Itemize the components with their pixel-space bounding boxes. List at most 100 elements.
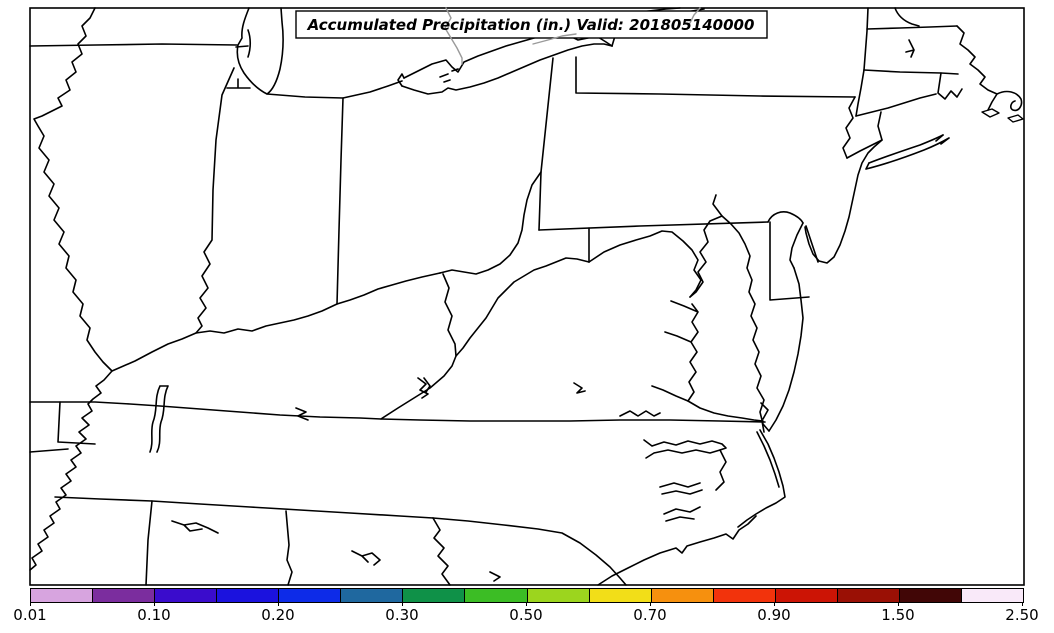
va-wv-ky-border <box>380 257 590 420</box>
chesapeake-west-shore-south <box>651 300 699 402</box>
colorbar-segment <box>651 589 714 602</box>
potomac-river <box>588 230 702 298</box>
colorbar-segment <box>713 589 776 602</box>
colorbar-tick-label: 0.20 <box>261 606 295 624</box>
carolina-coast <box>597 515 757 586</box>
chesapeake-west-shore-north <box>689 194 723 298</box>
ma-coast-cape-cod <box>956 25 1023 112</box>
colorbar-tick-label: 0.70 <box>633 606 667 624</box>
long-island-north <box>868 134 944 164</box>
albemarle-sound <box>643 439 727 459</box>
state-borders <box>29 7 1024 586</box>
nj-delaware-river <box>842 96 856 159</box>
colorbar-segment <box>217 589 280 602</box>
colorbar-ticks <box>30 602 1023 606</box>
ohio-river <box>111 272 441 372</box>
al-ga-border <box>285 510 293 586</box>
colorbar-tick <box>402 602 403 606</box>
title-box <box>295 10 768 39</box>
colorbar-tick-label: 0.50 <box>509 606 543 624</box>
tn-south-border <box>54 496 434 519</box>
delaware-borders <box>769 221 810 301</box>
colorbar-segment <box>93 589 156 602</box>
colorbar-segment <box>155 589 218 602</box>
ny-pa-border <box>575 56 856 98</box>
colorbar-tick <box>278 602 279 606</box>
lake-michigan-marks <box>226 29 252 89</box>
lake-erie-south-shore <box>401 43 613 95</box>
lake-michigan-shore <box>236 7 284 95</box>
delmarva-atlantic-coast <box>768 267 804 432</box>
erie-north-gray <box>532 33 577 45</box>
pamlico-neuse-rivers <box>659 482 703 522</box>
lake-detail-lines <box>444 7 701 65</box>
savannah-river <box>432 517 451 586</box>
colorbar-tick-label: 1.50 <box>881 606 915 624</box>
kerr-lake <box>619 410 661 417</box>
colorbar-segment <box>589 589 652 602</box>
mo-bootheel <box>29 401 96 453</box>
delaware-bay <box>789 222 819 269</box>
colorbar-segment <box>31 589 94 602</box>
colorbar-segment <box>899 589 962 602</box>
tennessee-river <box>149 385 309 453</box>
colorbar-tick <box>30 602 31 606</box>
colorbar-segment <box>465 589 528 602</box>
colorbar-segment <box>775 589 838 602</box>
nc-sc-border <box>432 517 627 586</box>
colorbar-tick-label: 0.10 <box>137 606 171 624</box>
va-coast <box>687 400 769 422</box>
vt-nh-border <box>894 7 920 27</box>
colorbar-tick <box>774 602 775 606</box>
lake-erie-details <box>397 33 589 87</box>
delaware-arc <box>767 211 804 224</box>
inland-lakes <box>171 377 586 582</box>
mi-in-oh-border <box>266 80 403 99</box>
ct-ny-border <box>855 69 865 117</box>
il-in-border <box>195 67 235 334</box>
colorbar-tick-label: 2.50 <box>1005 606 1039 624</box>
long-island-south <box>865 134 950 170</box>
ma-islands <box>981 108 1024 123</box>
colorbar-tick <box>526 602 527 606</box>
ri-border-coast <box>937 72 963 100</box>
colorbar-tick-label: 0.01 <box>13 606 47 624</box>
colorbar-segment <box>341 589 404 602</box>
mason-dixon-line <box>538 221 769 231</box>
colorbar-tick <box>154 602 155 606</box>
ct-coast <box>855 93 937 117</box>
ma-north-border <box>866 25 958 30</box>
colorbar-segment <box>403 589 466 602</box>
colorbar-segment <box>961 589 1023 602</box>
ky-wv-border <box>442 273 457 357</box>
wi-il-border <box>29 43 238 47</box>
outer-banks <box>737 420 786 528</box>
colorbar-tick-labels: 0.01 0.10 0.20 0.30 0.50 0.70 0.90 1.50 2.50 <box>13 606 1038 626</box>
colorbar-tick <box>1022 602 1023 606</box>
chesapeake-east-shore <box>721 215 770 432</box>
detroit-river-gray <box>444 7 463 65</box>
ms-al-border <box>145 500 153 586</box>
colorbar-segment <box>837 589 900 602</box>
colorbar-segment <box>279 589 342 602</box>
in-oh-border <box>336 97 344 305</box>
colorbar-tick <box>898 602 899 606</box>
ny-vt-ma-border <box>863 7 869 71</box>
ohio-river-wv <box>439 171 542 275</box>
colorbar-tick-label: 0.90 <box>757 606 791 624</box>
colorbar-segment <box>527 589 590 602</box>
oh-pa-border <box>538 57 554 231</box>
ma-ct-border <box>863 69 959 75</box>
ny-nj-border <box>846 111 883 159</box>
colorbar-tick-label: 0.30 <box>385 606 419 624</box>
ky-tn-va-nc-border <box>29 401 766 423</box>
mississippi-river <box>29 7 113 571</box>
colorbar-tick <box>650 602 651 606</box>
ontario-gray <box>689 7 701 24</box>
colorbar <box>30 588 1024 603</box>
pamlico-mainland <box>715 449 727 491</box>
map-frame <box>29 7 1025 586</box>
nj-coast <box>804 139 883 264</box>
